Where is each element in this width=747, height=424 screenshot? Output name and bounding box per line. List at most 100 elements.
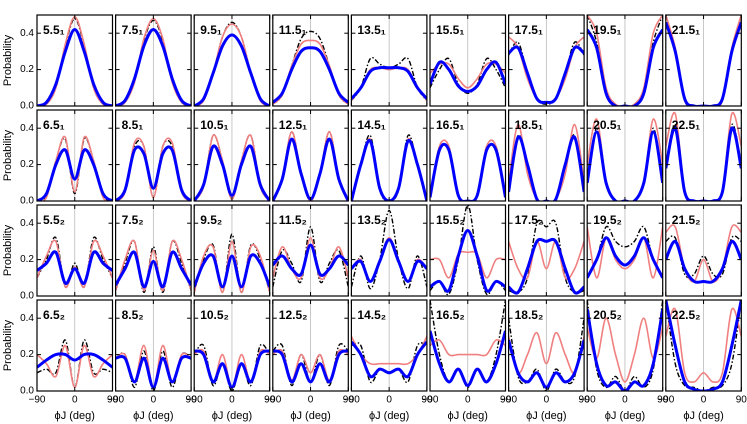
panel: 8.5₁ <box>114 109 192 202</box>
x-tick-label: 0 <box>308 395 314 406</box>
curve <box>508 240 585 280</box>
x-tick-label: −90 <box>107 395 124 406</box>
x-tick-label: 90 <box>421 395 433 406</box>
panel-title: 5.5₂ <box>43 213 65 227</box>
panel: 21.5₁ <box>665 14 742 107</box>
panel: 13.5₂ <box>350 204 428 297</box>
y-tick-label: 0.0 <box>20 386 34 397</box>
curve <box>587 28 663 106</box>
curve <box>430 250 506 279</box>
panel: 15.5₂ <box>429 204 507 297</box>
x-tick-label: 0 <box>701 395 707 406</box>
x-tick-label: −90 <box>186 395 203 406</box>
curve <box>665 126 742 201</box>
panel-title: 16.5₂ <box>436 308 465 322</box>
curve <box>194 33 270 106</box>
curve <box>508 123 585 201</box>
curve <box>587 308 663 391</box>
y-axis-label: Probability <box>2 34 14 86</box>
curve <box>115 239 192 292</box>
curve <box>430 228 506 293</box>
panel: −90 0 90 20.5₂ ϕJ (deg) <box>579 299 669 422</box>
panel: 11.5₂ <box>272 204 349 297</box>
panel-title: 14.5₁ <box>357 118 385 132</box>
y-tick-label: 0.4 <box>20 218 34 229</box>
panel-title: 20.5₁ <box>593 118 621 132</box>
curve <box>115 145 192 201</box>
panel-title: 17.5₁ <box>515 23 543 37</box>
panel-title: 19.5₁ <box>593 23 621 37</box>
panel-title: 18.5₂ <box>515 308 544 322</box>
x-tick-label: −90 <box>657 395 674 406</box>
panel: −90 0 90 12.5₂ ϕJ (deg) <box>264 299 355 422</box>
y-tick-label: 0.0 <box>20 291 34 302</box>
curve <box>430 139 506 201</box>
curve <box>665 224 742 283</box>
panel: 0.0 0.2 0.4 5.5₁ Probability <box>2 14 114 112</box>
x-tick-label: 0 <box>151 395 157 406</box>
y-axis-label: Probability <box>2 129 14 181</box>
curve <box>37 239 113 289</box>
x-axis-label: ϕJ (deg) <box>526 410 566 422</box>
panel-title: 9.5₁ <box>200 23 222 37</box>
panel-title: 21.5₂ <box>672 213 701 227</box>
x-axis-label: ϕJ (deg) <box>369 410 409 422</box>
x-tick-label: 90 <box>579 395 591 406</box>
panel-title: 8.5₁ <box>122 118 144 132</box>
panel-title: 14.5₂ <box>357 308 386 322</box>
y-tick-label: 0.0 <box>20 196 34 207</box>
y-axis-label: Probability <box>2 224 14 276</box>
x-tick-label: 90 <box>343 395 355 406</box>
curve <box>37 148 113 201</box>
curve <box>37 250 113 285</box>
curve <box>587 130 663 201</box>
y-tick-label: 0.2 <box>20 159 34 170</box>
x-axis-label: ϕJ (deg) <box>55 410 95 422</box>
x-tick-label: 0 <box>544 395 550 406</box>
x-tick-label: 0 <box>622 395 628 406</box>
x-axis-label: ϕJ (deg) <box>212 410 252 422</box>
panel: −90 0 90 10.5₂ ϕJ (deg) <box>186 299 276 422</box>
curve <box>351 340 427 379</box>
curve <box>351 238 427 283</box>
panel-title: 19.5₂ <box>593 213 622 227</box>
panel: −90 0 90 18.5₂ ϕJ (deg) <box>500 299 591 422</box>
curve <box>37 28 113 106</box>
panel: 11.5₁ <box>272 14 349 107</box>
panel: 17.5₁ <box>508 14 585 107</box>
panel: 12.5₁ <box>272 109 349 202</box>
curve <box>665 300 742 391</box>
panel-title: 15.5₁ <box>436 23 464 37</box>
curve <box>272 46 349 104</box>
x-tick-label: −90 <box>343 395 360 406</box>
y-tick-label: 0.4 <box>20 123 34 134</box>
curve <box>430 142 506 201</box>
curve <box>272 243 349 277</box>
curve <box>587 226 663 279</box>
panel-title: 15.5₂ <box>436 213 465 227</box>
y-axis-label: Probability <box>2 319 14 371</box>
curve <box>665 239 742 284</box>
panel: 18.5₁ <box>508 109 585 202</box>
curve <box>430 57 506 94</box>
panel: −90 0 90 14.5₂ ϕJ (deg) <box>343 299 433 422</box>
x-tick-label: 0 <box>229 395 235 406</box>
curve <box>194 240 270 294</box>
panel: 20.5₁ <box>586 109 664 202</box>
curve <box>587 317 663 383</box>
curve <box>351 56 427 101</box>
panel: 0.0 0.2 0.4 6.5₁ Probability <box>2 109 114 207</box>
curve <box>194 253 270 289</box>
panel-title: 11.5₁ <box>279 23 307 37</box>
x-axis-label: ϕJ (deg) <box>448 410 488 422</box>
panel: 9.5₂ <box>193 204 271 297</box>
panel: 21.5₂ <box>665 204 742 297</box>
panel-title: 20.5₂ <box>593 308 622 322</box>
curve <box>508 318 585 391</box>
panel: 19.5₂ <box>586 204 664 297</box>
panel: 7.5₂ <box>114 204 192 297</box>
panel: 16.5₁ <box>429 109 507 202</box>
x-axis-label: ϕJ (deg) <box>290 410 330 422</box>
curve <box>37 352 113 369</box>
panel: 13.5₁ <box>350 14 428 107</box>
